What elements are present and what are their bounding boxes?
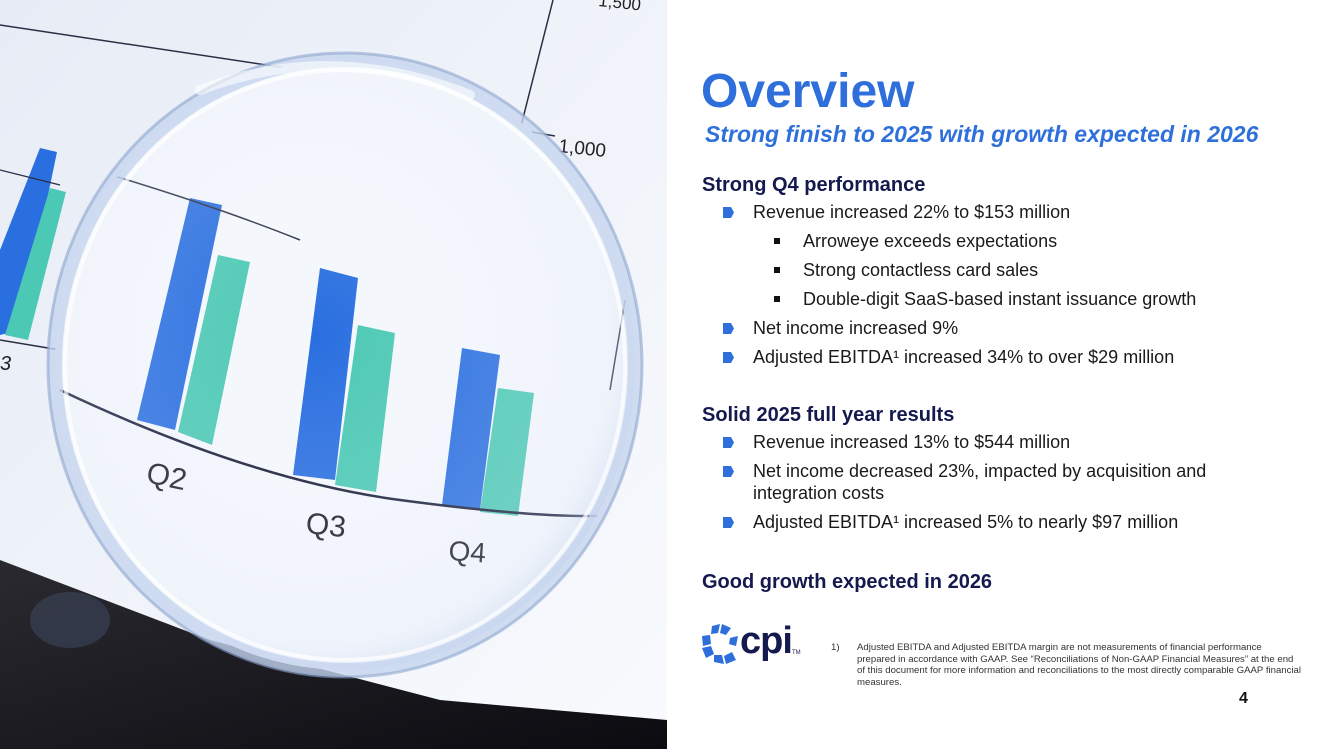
list-item: Net income increased 9% — [702, 317, 1312, 339]
footnote-text: Adjusted EBITDA and Adjusted EBITDA marg… — [857, 642, 1302, 688]
bullet-arrow-icon — [723, 466, 734, 477]
footnote: 1) Adjusted EBITDA and Adjusted EBITDA m… — [831, 642, 1301, 688]
list-item: Net income decreased 23%, impacted by ac… — [702, 460, 1273, 504]
bullet-text: Net income decreased 23%, impacted by ac… — [753, 461, 1207, 503]
cpi-logo: cpi TM — [702, 620, 802, 664]
bullet-square-icon — [774, 238, 780, 244]
bullet-text: Adjusted EBITDA¹ increased 34% to over $… — [753, 347, 1175, 367]
bullet-arrow-icon — [723, 437, 734, 448]
bullet-square-icon — [774, 296, 780, 302]
slide-content: Overview Strong finish to 2025 with grow… — [667, 0, 1333, 749]
slide-subtitle: Strong finish to 2025 with growth expect… — [705, 121, 1259, 147]
bullet-arrow-icon — [723, 517, 734, 528]
sub-bullet-text: Arroweye exceeds expectations — [803, 231, 1058, 251]
bullet-text: Revenue increased 22% to $153 million — [753, 202, 1071, 222]
list-item: Double-digit SaaS-based instant issuance… — [753, 288, 1312, 310]
logo-trademark: TM — [792, 650, 801, 656]
bullet-arrow-icon — [723, 352, 734, 363]
logo-wordmark: cpi — [740, 620, 793, 662]
bullet-arrow-icon — [723, 323, 734, 334]
list-item: Strong contactless card sales — [753, 259, 1312, 281]
list-item: Adjusted EBITDA¹ increased 5% to nearly … — [702, 511, 1312, 533]
section-heading: Solid 2025 full year results — [702, 404, 955, 426]
bullet-arrow-icon — [723, 207, 734, 218]
slide-title: Overview — [701, 65, 915, 118]
cpi-logo-mark-icon — [702, 624, 738, 664]
bullet-text: Net income increased 9% — [753, 318, 959, 338]
hero-photo: 1,000 1,500 3 Q2 Q3 Q4 — [0, 0, 667, 749]
sub-bullet-list: Arroweye exceeds expectations Strong con… — [753, 230, 1312, 310]
section-q4-performance: Strong Q4 performance Revenue increased … — [702, 172, 1312, 375]
list-item: Revenue increased 13% to $544 million — [702, 431, 1312, 453]
section-heading: Strong Q4 performance — [702, 174, 926, 196]
footnote-number: 1) — [831, 642, 840, 653]
list-item: Adjusted EBITDA¹ increased 34% to over $… — [702, 346, 1312, 368]
bullet-square-icon — [774, 267, 780, 273]
magnifier-chart-illustration: 1,000 1,500 3 Q2 Q3 Q4 — [0, 0, 667, 749]
list-item: Revenue increased 22% to $153 million Ar… — [702, 201, 1312, 310]
section-heading: Good growth expected in 2026 — [702, 571, 993, 593]
section-growth-2026: Good growth expected in 2026 — [702, 569, 1312, 598]
list-item: Arroweye exceeds expectations — [753, 230, 1312, 252]
axis-value-label: 1,500 — [598, 0, 642, 14]
axis-label-q1: 3 — [0, 353, 11, 375]
section-full-year-results: Solid 2025 full year results Revenue inc… — [702, 402, 1312, 540]
bullet-list: Revenue increased 22% to $153 million Ar… — [702, 201, 1312, 368]
bullet-text: Revenue increased 13% to $544 million — [753, 432, 1071, 452]
sub-bullet-text: Double-digit SaaS-based instant issuance… — [803, 289, 1197, 309]
bullet-text: Adjusted EBITDA¹ increased 5% to nearly … — [753, 512, 1179, 532]
page-number: 4 — [1239, 690, 1248, 707]
bullet-list: Revenue increased 13% to $544 million Ne… — [702, 431, 1312, 533]
sub-bullet-text: Strong contactless card sales — [803, 260, 1039, 280]
